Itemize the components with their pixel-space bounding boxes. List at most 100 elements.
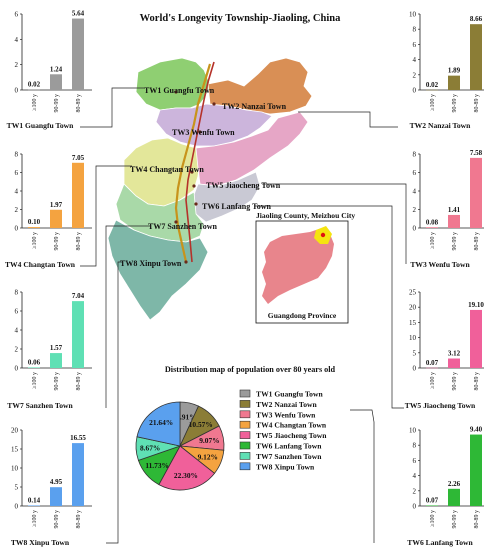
y-tick-label: 5 (15, 484, 19, 492)
data-label: 7.05 (72, 154, 85, 162)
y-tick-label: 8 (15, 151, 19, 159)
bar-chart-4: 0 2 4 6 8 0.08 ≥100 y 1.41 90-99 y 7.58 80-89 y TW3… (410, 149, 484, 269)
figure-title: World's Longevity Township-Jiaoling, Chi… (140, 13, 341, 24)
region-tw3 (155, 103, 273, 147)
bar (426, 227, 438, 228)
y-tick-label: 2 (15, 346, 19, 354)
town-marker-tw5 (192, 184, 196, 188)
y-tick-label: 8 (15, 289, 19, 297)
y-tick-label: 6 (413, 169, 417, 177)
legend-swatch (239, 441, 251, 450)
y-tick-label: 5 (413, 349, 417, 357)
x-tick-label: 90-99 y (54, 232, 60, 251)
legend-label: TW4 Changtan Town (256, 421, 327, 430)
data-label: 7.04 (72, 292, 85, 300)
data-label: 16.55 (70, 434, 86, 442)
y-tick-label: 10 (409, 427, 417, 435)
legend-swatch (239, 452, 251, 460)
y-tick-label: 4 (413, 472, 417, 480)
province-inset: Jiaoling County, Meizhou City Guangdong … (255, 211, 355, 324)
bar (72, 162, 84, 228)
x-tick-label: 90-99 y (54, 94, 60, 113)
legend-label: TW1 Guangfu Town (256, 390, 323, 399)
map-label-tw7: TW7 Sanzhen Town (148, 222, 217, 231)
x-tick-label: 90-99 y (452, 510, 458, 529)
y-tick-label: 15 (409, 319, 417, 327)
y-tick-label: 0 (413, 503, 417, 511)
y-tick-label: 0 (15, 365, 19, 373)
legend-swatch (239, 420, 251, 429)
data-label: 8.66 (470, 15, 483, 23)
data-label: 1.24 (50, 65, 63, 73)
pie-label: 6.91% (176, 412, 196, 421)
legend-swatch (239, 431, 251, 439)
x-tick-label: 80-89 y (76, 510, 82, 529)
data-label: 0.07 (426, 496, 439, 504)
y-tick-label: 6 (413, 41, 417, 49)
legend-label: TW7 Sanzhen Town (256, 452, 322, 461)
town-marker-tw2 (212, 102, 216, 106)
data-label: 5.64 (72, 10, 85, 18)
data-label: 4.95 (50, 478, 63, 486)
bar-chart-caption: TW2 Nanzai Town (410, 121, 472, 130)
y-tick-label: 15 (11, 446, 19, 454)
data-label: 2.26 (448, 480, 461, 488)
town-marker-tw1 (174, 90, 178, 94)
legend-swatch (239, 389, 251, 398)
y-tick-label: 0 (15, 87, 19, 95)
bar-chart-caption: TW7 Sanzhen Town (7, 401, 73, 410)
y-tick-label: 2 (413, 71, 417, 79)
bar (72, 443, 84, 506)
town-marker-tw3 (198, 130, 202, 134)
bar-chart-3: 0 2 4 6 8 0.10 ≥100 y 1.97 90-99 y 7.05 80-89 y TW4… (5, 151, 92, 269)
x-tick-label: ≥100 y (430, 232, 436, 249)
x-tick-label: 90-99 y (54, 372, 60, 391)
x-tick-label: 80-89 y (76, 232, 82, 251)
bar-chart-caption: TW6 Lanfang Town (407, 538, 473, 547)
pie-label: 22.30% (174, 471, 198, 480)
x-tick-label: ≥100 y (430, 94, 436, 111)
town-marker-tw4 (190, 170, 194, 174)
y-tick-label: 20 (11, 427, 19, 435)
map-label-tw6: TW6 Lanfang Town (202, 202, 271, 211)
bar (50, 487, 62, 506)
bar (426, 505, 438, 506)
bar-chart-6: 0 5 10 15 20 25 0.07 ≥100 y 3.12 90-99 y 19.10 80-8… (405, 289, 484, 410)
bar (72, 18, 84, 91)
y-tick-label: 0 (413, 225, 417, 233)
bar-charts: 0 2 4 6 0.02 ≥100 y 1.24 90-99 y 5.64 80-89 y TW1 … (5, 10, 484, 547)
y-tick-label: 2 (15, 61, 19, 69)
bar-chart-caption: TW3 Wenfu Town (410, 260, 470, 269)
data-label: 1.57 (50, 344, 63, 352)
pie-label: 11.73% (145, 461, 169, 470)
map-label-tw2: TW2 Nanzai Town (222, 102, 287, 111)
legend-label: TW8 Xinpu Town (256, 462, 315, 471)
bar (470, 309, 482, 368)
y-tick-label: 20 (409, 304, 417, 312)
data-label: 1.89 (448, 67, 461, 75)
pie-caption: Distribution map of population over 80 y… (165, 365, 336, 374)
y-tick-label: 10 (409, 334, 417, 342)
bar-chart-caption: TW1 Guangfu Town (7, 121, 74, 130)
x-tick-label: ≥100 y (32, 94, 38, 111)
x-tick-label: 80-89 y (76, 94, 82, 113)
data-label: 9.40 (470, 426, 483, 434)
pie-slice (136, 401, 181, 447)
town-marker-tw8 (184, 260, 188, 264)
bar-chart-8: 0 2 4 6 8 10 0.07 ≥100 y 2.26 90-99 y 9.40 80-89 y T… (407, 426, 484, 547)
y-tick-label: 4 (15, 327, 19, 335)
data-label: 0.02 (426, 81, 439, 89)
y-tick-label: 6 (15, 308, 19, 316)
y-tick-label: 10 (11, 465, 19, 473)
y-tick-label: 2 (15, 206, 19, 214)
x-tick-label: ≥100 y (430, 372, 436, 389)
data-label: 3.12 (448, 350, 461, 358)
data-label: 0.07 (426, 359, 439, 367)
x-tick-label: ≥100 y (32, 232, 38, 249)
bar (50, 74, 62, 90)
x-tick-label: 90-99 y (452, 232, 458, 251)
y-tick-label: 0 (15, 503, 19, 511)
bar (28, 227, 40, 228)
pie-label: 9.07% (199, 436, 219, 445)
